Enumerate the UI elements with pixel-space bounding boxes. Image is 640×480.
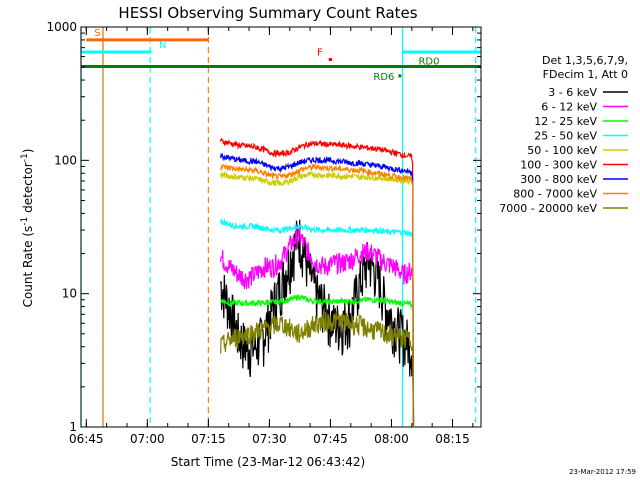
y-axis-label-sup2: -1 (20, 153, 30, 162)
legend-label-4: 50 - 100 keV (527, 144, 597, 157)
x-tick-label-2: 07:15 (191, 432, 226, 446)
legend-label-8: 7000 - 20000 keV (499, 202, 597, 215)
axis-ticks: 06:45 07:00 07:15 07:30 07:45 08:00 08:15 1 10 10… (46, 20, 481, 446)
legend-label-2: 12 - 25 keV (534, 115, 597, 128)
legend-label-7: 800 - 7000 keV (513, 188, 597, 201)
flag-label-rd0: RD0 (418, 57, 439, 68)
series-line-1 (220, 225, 415, 426)
flag-label-f: F (317, 48, 323, 59)
y-axis-label: Count Rate (s-1 detector-1) (20, 149, 35, 308)
y-axis-label-sup1: -1 (20, 217, 30, 226)
series-lines (220, 137, 415, 426)
series-line-7 (220, 163, 415, 426)
x-axis-label: Start Time (23-Mar-12 06:43:42) (171, 455, 365, 469)
x-tick-label-3: 07:30 (252, 432, 287, 446)
flag-label-s: S (94, 28, 100, 39)
y-tick-label-0: 1 (69, 420, 77, 434)
legend-header-1: Det 1,3,5,6,7,9, (542, 54, 628, 67)
legend-label-0: 3 - 6 keV (548, 86, 597, 99)
x-tick-label-4: 07:45 (313, 432, 348, 446)
series-line-8 (220, 311, 415, 426)
y-axis-label-mid: detector (21, 162, 35, 217)
flag-label-n: N (159, 40, 166, 51)
chart-title: HESSI Observing Summary Count Rates (118, 4, 417, 22)
x-tick-label-6: 08:15 (435, 432, 470, 446)
legend-header-2: FDecim 1, Att 0 (543, 68, 628, 81)
series-line-5 (220, 137, 415, 426)
flag-bars: S N F RD0 RD6 (81, 28, 481, 83)
legend-label-5: 100 - 300 keV (520, 159, 597, 172)
y-axis-label-main: Count Rate (s (21, 226, 35, 308)
flag-label-rd6: RD6 (373, 72, 394, 83)
y-tick-label-2: 100 (54, 153, 77, 167)
y-tick-label-3: 1000 (46, 20, 77, 34)
footer-timestamp: 23-Mar-2012 17:59 (569, 468, 636, 476)
legend-label-1: 6 - 12 keV (541, 101, 597, 114)
series-line-4 (220, 170, 415, 426)
x-tick-label-1: 07:00 (130, 432, 165, 446)
legend-label-3: 25 - 50 keV (534, 130, 597, 143)
x-tick-label-0: 06:45 (69, 432, 104, 446)
series-line-3 (220, 218, 415, 426)
y-axis-label-end: ) (21, 149, 35, 154)
legend-label-6: 300 - 800 keV (520, 173, 597, 186)
series-line-2 (220, 293, 415, 426)
y-tick-label-1: 10 (62, 287, 77, 301)
vertical-marker-lines (80, 27, 477, 427)
plot-frame (80, 26, 482, 428)
series-line-6 (220, 152, 415, 426)
x-tick-label-5: 08:00 (374, 432, 409, 446)
legend: Det 1,3,5,6,7,9, FDecim 1, Att 0 3 - 6 k… (499, 54, 628, 215)
